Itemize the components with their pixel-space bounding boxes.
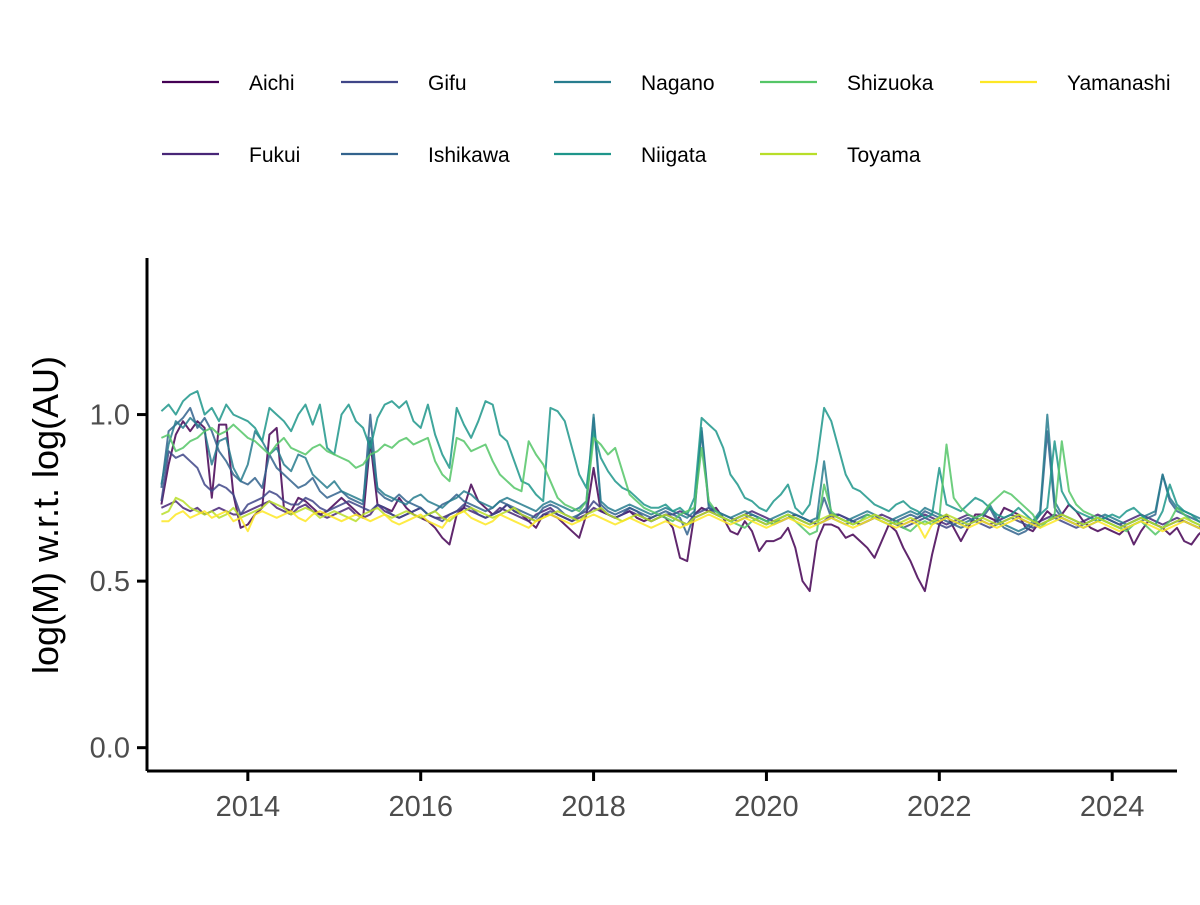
y-tick-label: 0.0 [90, 733, 130, 765]
y-axis-title: log(M) w.r.t. log(AU) [25, 356, 66, 674]
series-line-toyama [160, 496, 1200, 529]
legend-item-toyama: Toyama [760, 144, 921, 167]
y-axis-ticks: 0.0 0.5 1.0 [90, 400, 147, 765]
legend-item-aichi: Aichi [162, 72, 295, 95]
y-tick-label: 1.0 [90, 400, 130, 432]
series-line-niigata [160, 390, 1200, 526]
legend-item-niigata: Niigata [554, 144, 707, 167]
legend-label: Ishikawa [428, 144, 510, 167]
series-line-yamanashi [161, 510, 1200, 539]
x-tick-label: 2022 [907, 791, 972, 823]
legend-label: Gifu [428, 72, 467, 95]
legend-label: Yamanashi [1067, 72, 1171, 95]
legend-item-yamanashi: Yamanashi [980, 72, 1171, 95]
legend-item-ishikawa: Ishikawa [341, 144, 510, 167]
x-tick-label: 2018 [561, 791, 626, 823]
legend-item-shizuoka: Shizuoka [760, 72, 934, 95]
x-tick-label: 2020 [734, 791, 799, 823]
legend-item-nagano: Nagano [554, 72, 715, 95]
x-axis-ticks: 2014 2016 2018 2020 2022 2024 [216, 771, 1145, 823]
x-tick-label: 2016 [388, 791, 453, 823]
legend-item-fukui: Fukui [162, 144, 300, 167]
plot-area: 0.0 0.5 1.0 2014 2016 2018 2020 2022 2024 [90, 258, 1200, 823]
legend-label: Toyama [847, 144, 921, 167]
legend-label: Aichi [249, 72, 295, 95]
legend: Aichi Fukui Gifu Ishikawa Nagano Niigata Shizu… [162, 72, 1171, 167]
y-tick-label: 0.5 [90, 566, 130, 598]
x-tick-label: 2024 [1080, 791, 1145, 823]
series-line-shizuoka [160, 423, 1200, 536]
series-lines [160, 390, 1200, 593]
legend-item-gifu: Gifu [341, 72, 467, 95]
x-tick-label: 2014 [216, 791, 281, 823]
legend-label: Niigata [641, 144, 707, 167]
legend-label: Fukui [249, 144, 300, 167]
legend-label: Shizuoka [847, 72, 934, 95]
legend-label: Nagano [641, 72, 715, 95]
